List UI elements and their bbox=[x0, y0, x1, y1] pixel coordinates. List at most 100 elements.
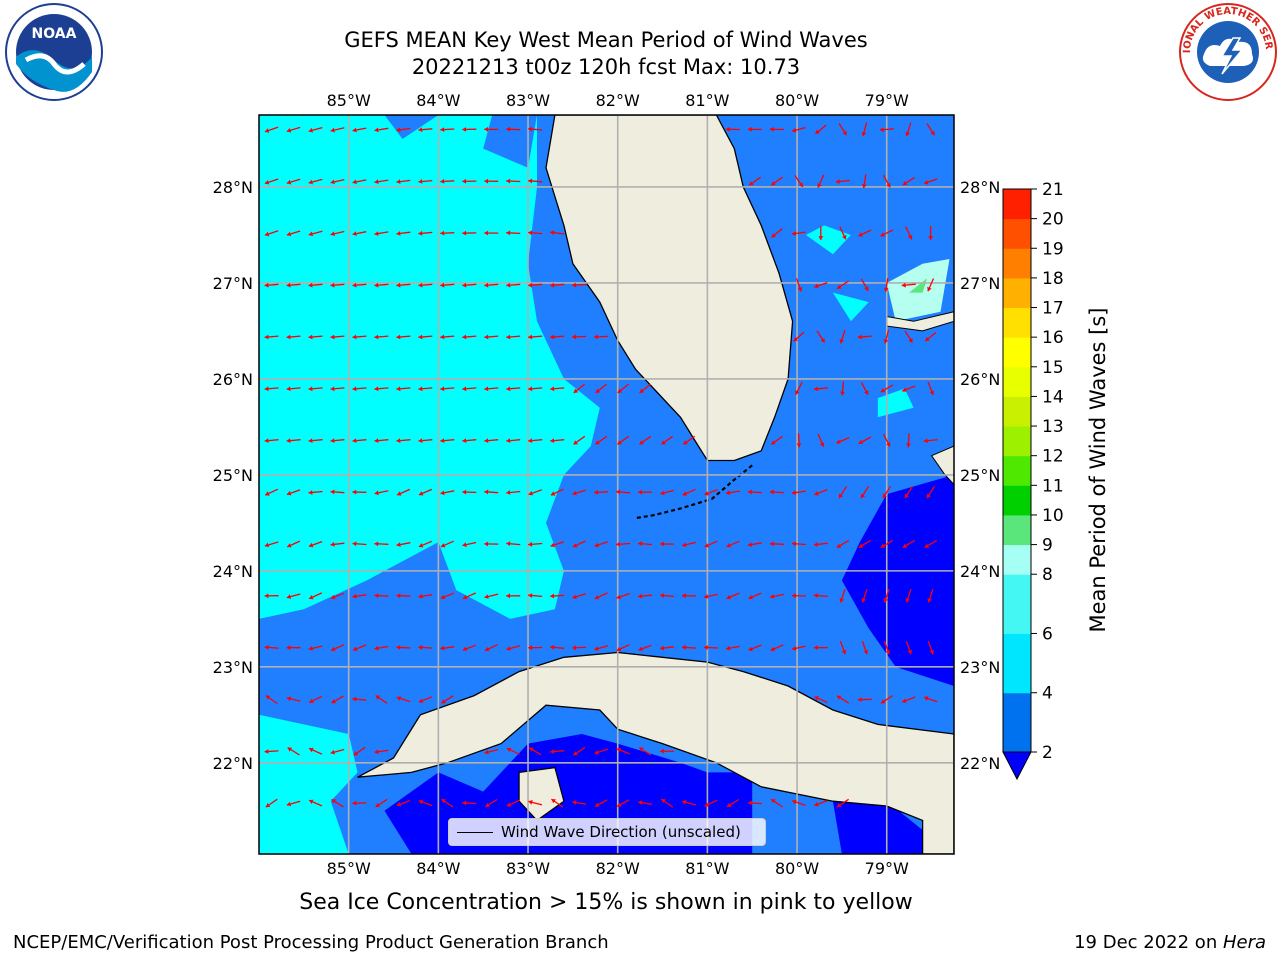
period-8-10s-patch bbox=[909, 278, 928, 293]
wave-arrowhead bbox=[396, 282, 401, 288]
lon-tick-top: 83°W bbox=[506, 91, 550, 110]
wave-arrowhead bbox=[725, 126, 730, 132]
wave-arrowhead bbox=[813, 645, 818, 650]
wave-arrowhead bbox=[880, 388, 886, 393]
wave-arrowhead bbox=[660, 748, 664, 754]
wave-arrowhead bbox=[396, 645, 401, 650]
wave-arrowhead bbox=[682, 800, 687, 805]
wave-arrowhead bbox=[440, 282, 445, 288]
wave-arrowhead bbox=[374, 593, 379, 598]
wave-arrowhead bbox=[924, 543, 930, 548]
wave-arrowhead bbox=[396, 438, 401, 443]
colorbar-tick-label: 17 bbox=[1042, 299, 1064, 319]
wave-arrowhead bbox=[550, 438, 555, 443]
lat-tick-left: 22°N bbox=[213, 754, 253, 773]
colorbar-tick-label: 11 bbox=[1042, 476, 1064, 496]
wave-arrowhead bbox=[769, 126, 774, 132]
yucatan-period-4-6s bbox=[259, 714, 358, 854]
wave-arrowhead bbox=[396, 696, 402, 701]
lon-tick-bottom: 84°W bbox=[416, 859, 460, 878]
wave-arrowhead bbox=[818, 236, 824, 240]
wave-arrowhead bbox=[308, 231, 313, 237]
wave-arrowhead bbox=[550, 386, 555, 392]
colorbar-tick-label: 21 bbox=[1042, 180, 1064, 200]
noaa-logo-text: NOAA bbox=[32, 26, 77, 42]
wave-arrowhead bbox=[462, 334, 467, 340]
colorbar-band bbox=[1003, 396, 1031, 427]
wave-arrowhead bbox=[837, 802, 842, 807]
wave-arrowhead bbox=[506, 178, 511, 184]
wave-arrowhead bbox=[727, 802, 732, 807]
wave-arrowhead bbox=[287, 747, 293, 752]
wave-arrowhead bbox=[880, 543, 886, 548]
wave-arrowhead bbox=[264, 749, 269, 754]
wave-arrowhead bbox=[930, 130, 935, 136]
wave-arrowhead bbox=[484, 489, 489, 495]
lat-tick-left: 25°N bbox=[213, 466, 253, 485]
wave-arrowhead bbox=[857, 334, 862, 340]
lon-tick-bottom: 85°W bbox=[327, 859, 371, 878]
wave-arrowhead bbox=[374, 179, 379, 185]
wave-arrowhead bbox=[506, 230, 511, 236]
wave-arrowhead bbox=[550, 645, 555, 650]
wave-arrowhead bbox=[330, 127, 335, 133]
wave-arrowhead bbox=[462, 646, 468, 651]
colorbar-band bbox=[1003, 514, 1031, 546]
wave-arrowhead bbox=[839, 598, 845, 603]
wave-arrowhead bbox=[704, 543, 709, 548]
wave-arrowhead bbox=[864, 390, 869, 395]
wave-arrowhead bbox=[352, 489, 357, 495]
wave-arrowhead bbox=[374, 541, 379, 547]
wave-arrowhead bbox=[814, 283, 819, 289]
wave-arrowhead bbox=[747, 800, 752, 806]
wave-arrowhead bbox=[791, 593, 796, 599]
wave-arrowhead bbox=[882, 493, 887, 499]
wave-arrowhead bbox=[594, 489, 598, 495]
wave-arrowhead bbox=[418, 386, 423, 392]
wave-arrowhead bbox=[769, 489, 774, 495]
wave-arrowhead bbox=[374, 334, 379, 340]
wave-arrowhead bbox=[747, 126, 752, 132]
map-ticks: 85°W 85°W 84°W 84°W 83°W 83°W 82°W 82°W 81°W 81°W… bbox=[213, 91, 1001, 878]
wave-arrowhead bbox=[864, 286, 869, 291]
colorbar-tick-label: 14 bbox=[1042, 387, 1064, 407]
wave-arrowhead bbox=[879, 127, 884, 133]
wave-arrowhead bbox=[595, 388, 601, 393]
wave-arrowhead bbox=[264, 542, 270, 548]
wave-arrowhead bbox=[793, 337, 799, 342]
wave-arrowhead bbox=[374, 438, 379, 443]
wave-arrowhead bbox=[572, 800, 577, 805]
wave-arrowhead bbox=[704, 802, 710, 807]
wave-arrowhead bbox=[791, 231, 796, 236]
colorbar-tick-label: 6 bbox=[1042, 624, 1053, 644]
map-frame bbox=[258, 114, 955, 855]
wave-arrowhead bbox=[594, 334, 598, 340]
wave-arrowhead bbox=[795, 390, 800, 395]
wave-arrowhead bbox=[883, 287, 889, 292]
lat-tick-right: 22°N bbox=[960, 754, 1000, 773]
wave-arrowhead bbox=[352, 231, 357, 236]
wave-arrowhead bbox=[506, 490, 511, 495]
wave-arrowhead bbox=[286, 334, 291, 340]
wave-arrowhead bbox=[374, 127, 379, 133]
wave-arrowhead bbox=[353, 646, 358, 652]
colorbar-band bbox=[1003, 248, 1031, 279]
footer-date: 19 Dec 2022 on Hera bbox=[1074, 932, 1266, 953]
wave-arrowhead bbox=[771, 181, 776, 186]
wave-arrowhead bbox=[331, 699, 336, 704]
wave-arrowhead bbox=[594, 750, 599, 755]
wave-arrowhead bbox=[924, 180, 929, 185]
wave-arrowhead bbox=[638, 646, 643, 651]
wave-arrowhead bbox=[594, 646, 599, 651]
colorbar-tick-label: 15 bbox=[1042, 358, 1064, 378]
colorbar-under-arrow bbox=[1002, 751, 1032, 781]
chart-subtitle: 20221213 t00z 120h fcst Max: 10.73 bbox=[411, 55, 801, 79]
wave-arrowhead bbox=[330, 489, 335, 495]
wave-arrowhead bbox=[286, 645, 291, 651]
colorbar-band bbox=[1003, 485, 1031, 516]
wave-arrowhead bbox=[352, 179, 357, 185]
wave-arrowhead bbox=[813, 386, 818, 392]
wave-arrowhead bbox=[726, 490, 731, 495]
wave-arrowhead bbox=[440, 334, 445, 340]
